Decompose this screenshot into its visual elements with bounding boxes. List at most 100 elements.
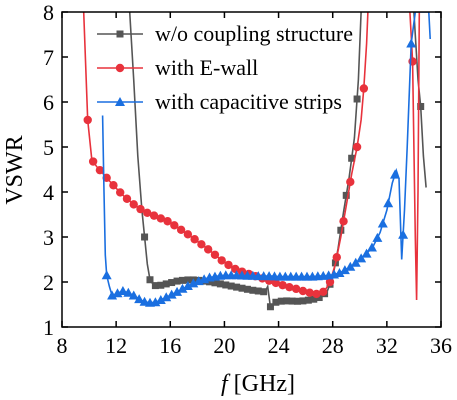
data-point bbox=[249, 286, 257, 294]
x-tick-label: 12 bbox=[105, 333, 127, 358]
data-point bbox=[339, 265, 350, 275]
data-point bbox=[294, 297, 302, 305]
data-point bbox=[310, 295, 318, 303]
data-point bbox=[168, 279, 176, 287]
plot-frame bbox=[61, 11, 442, 328]
x-tick-label: 16 bbox=[159, 333, 181, 358]
data-point bbox=[95, 165, 105, 175]
data-point bbox=[173, 277, 181, 285]
data-point bbox=[260, 288, 268, 296]
data-point bbox=[283, 297, 291, 305]
data-point bbox=[184, 276, 192, 284]
legend-label: with capacitive strips bbox=[155, 89, 342, 114]
x-tick-label: 32 bbox=[376, 333, 398, 358]
data-point bbox=[291, 284, 301, 294]
data-point bbox=[272, 298, 280, 306]
legend-marker bbox=[115, 63, 125, 73]
y-tick-label: 8 bbox=[43, 0, 54, 25]
data-point bbox=[377, 218, 388, 228]
data-point bbox=[238, 284, 246, 292]
data-point bbox=[206, 278, 214, 286]
data-point bbox=[123, 287, 134, 297]
data-point bbox=[366, 242, 377, 252]
y-tick-label: 7 bbox=[43, 45, 54, 70]
data-point bbox=[190, 235, 199, 244]
data-point bbox=[304, 296, 312, 304]
x-tick-label: 8 bbox=[57, 333, 68, 358]
data-point bbox=[149, 211, 159, 220]
x-axis-title-variable: f bbox=[221, 371, 231, 397]
data-point bbox=[243, 285, 251, 293]
data-point bbox=[346, 177, 355, 187]
x-axis-title: f [GHz] bbox=[221, 371, 295, 397]
data-point bbox=[136, 204, 145, 214]
legend-label: with E-wall bbox=[155, 55, 258, 80]
data-point bbox=[348, 154, 356, 162]
data-point bbox=[319, 287, 328, 296]
data-point bbox=[277, 297, 285, 305]
y-tick-label: 6 bbox=[43, 90, 54, 115]
data-point bbox=[278, 280, 287, 290]
data-point bbox=[342, 191, 350, 199]
data-point bbox=[128, 290, 139, 300]
data-point bbox=[109, 181, 118, 190]
legend-marker bbox=[116, 30, 124, 38]
data-point bbox=[359, 84, 369, 93]
data-point bbox=[231, 264, 240, 274]
data-point bbox=[163, 217, 172, 226]
data-point bbox=[211, 279, 219, 287]
data-point bbox=[254, 287, 262, 295]
data-point bbox=[162, 280, 170, 288]
y-axis-title: VSWR bbox=[2, 135, 28, 204]
data-point bbox=[101, 270, 112, 280]
x-tick-label: 28 bbox=[322, 333, 344, 358]
data-point bbox=[166, 289, 177, 299]
data-point bbox=[83, 115, 92, 125]
data-point bbox=[305, 288, 314, 297]
data-point bbox=[312, 289, 321, 299]
x-tick-label: 36 bbox=[430, 333, 452, 358]
legend-marker bbox=[115, 97, 125, 106]
data-point bbox=[332, 253, 341, 262]
series-layer bbox=[82, 12, 431, 311]
x-tick-label: 20 bbox=[213, 333, 235, 358]
data-point bbox=[151, 282, 159, 290]
data-point bbox=[352, 142, 362, 152]
data-point bbox=[271, 278, 281, 288]
legend: w/o coupling structure with E-wall with ca… bbox=[97, 21, 353, 114]
data-point bbox=[216, 280, 224, 288]
data-point bbox=[176, 225, 186, 234]
data-point bbox=[417, 103, 425, 110]
data-point bbox=[398, 229, 409, 239]
data-point bbox=[350, 257, 361, 267]
data-point bbox=[157, 281, 165, 289]
data-point bbox=[361, 248, 372, 258]
data-point bbox=[156, 214, 166, 223]
data-point bbox=[172, 286, 183, 296]
data-point bbox=[356, 253, 367, 263]
data-point bbox=[334, 268, 345, 277]
data-point bbox=[227, 282, 235, 290]
data-point bbox=[315, 294, 323, 302]
x-axis-title-unit: [GHz] bbox=[228, 371, 295, 397]
data-point bbox=[389, 169, 400, 179]
y-tick-label: 1 bbox=[43, 315, 54, 340]
data-point bbox=[383, 198, 394, 208]
data-point bbox=[339, 217, 348, 226]
data-point bbox=[161, 292, 172, 302]
data-point bbox=[122, 194, 132, 203]
data-point bbox=[210, 250, 220, 259]
data-point bbox=[217, 256, 226, 265]
y-tick-label: 5 bbox=[43, 135, 54, 160]
data-point bbox=[178, 276, 186, 284]
data-point bbox=[143, 208, 152, 218]
data-point bbox=[353, 95, 361, 103]
legend-label: w/o coupling structure bbox=[155, 21, 353, 46]
y-tick-label: 2 bbox=[43, 270, 54, 295]
data-point bbox=[325, 277, 335, 287]
data-point bbox=[298, 286, 308, 296]
data-point bbox=[337, 226, 345, 234]
